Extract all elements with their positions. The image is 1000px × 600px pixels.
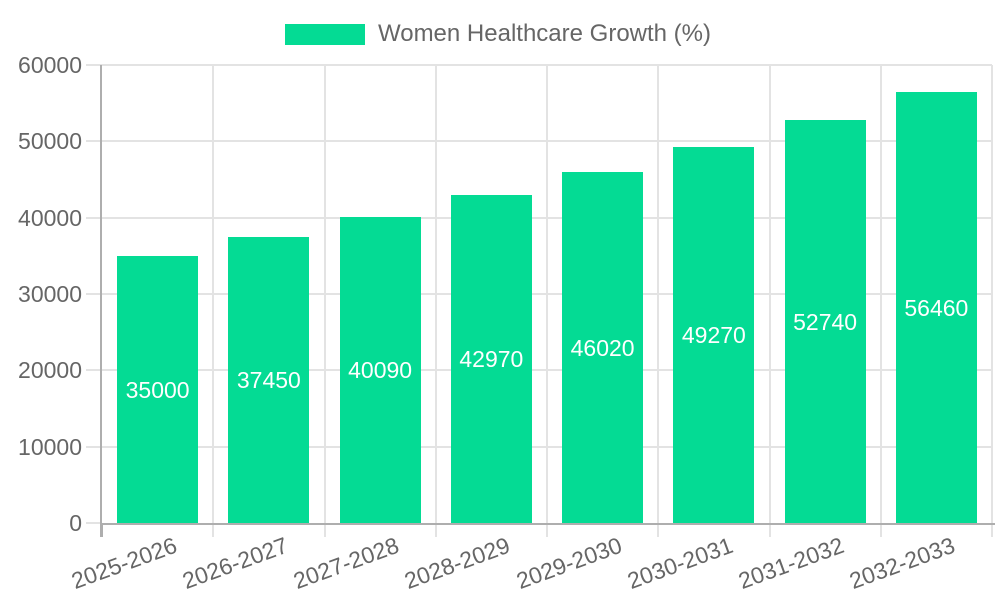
y-axis-tick (86, 64, 102, 66)
gridline-vertical (768, 65, 771, 523)
bar[interactable] (895, 92, 977, 523)
gridline-vertical (323, 65, 326, 523)
x-axis-tick-label: 2025-2026 (67, 531, 180, 594)
y-axis-tick (86, 293, 102, 295)
bar[interactable] (562, 172, 644, 523)
gridline-vertical (212, 65, 215, 523)
gridline-vertical (434, 65, 437, 523)
y-axis-tick-label: 60000 (18, 52, 82, 78)
bar-value-label: 40090 (348, 357, 413, 383)
x-axis-tick (434, 523, 437, 537)
y-axis-tick (86, 369, 102, 372)
bar-value-label: 49270 (681, 322, 746, 348)
legend-item[interactable]: Women Healthcare Growth (%) (285, 20, 711, 48)
bar-value-label: 46020 (570, 334, 635, 361)
x-axis-line (100, 523, 995, 525)
gridline-vertical (657, 65, 660, 523)
x-axis-tick-label: 2030-2031 (623, 531, 737, 594)
x-axis-tick-label: 2026-2027 (178, 531, 292, 594)
bar-value-label: 52740 (793, 308, 858, 335)
bar-value-label: 37450 (236, 367, 301, 393)
y-axis-tick (86, 216, 102, 219)
x-axis-tick-label: 2031-2032 (735, 531, 848, 594)
bar[interactable] (450, 195, 532, 523)
bar[interactable] (228, 237, 310, 523)
y-axis-tick (86, 445, 102, 448)
y-axis-tick-label: 30000 (18, 281, 82, 307)
y-axis-tick-label: 40000 (18, 204, 82, 231)
y-axis-tick (86, 140, 102, 143)
x-axis-tick (879, 523, 882, 537)
x-axis-tick (768, 523, 771, 537)
x-axis-tick (212, 523, 215, 537)
x-axis-tick (657, 523, 660, 537)
y-axis-tick-label: 20000 (18, 357, 82, 384)
bar-value-label: 35000 (125, 376, 190, 403)
x-axis-tick (101, 523, 103, 537)
y-axis-tick-label: 50000 (18, 128, 82, 155)
y-axis-tick-label: 10000 (18, 433, 82, 460)
legend-label: Women Healthcare Growth (%) (378, 20, 711, 47)
x-axis-tick-label: 2027-2028 (290, 531, 403, 594)
x-axis-tick (546, 523, 548, 537)
x-axis-tick-label: 2032-2033 (846, 531, 959, 594)
y-axis-line (100, 65, 102, 537)
x-axis-tick (323, 523, 326, 537)
x-axis-tick (991, 523, 993, 537)
y-axis-tick (86, 522, 102, 524)
legend-swatch (285, 23, 365, 45)
x-axis-tick-label: 2029-2030 (512, 531, 625, 594)
gridline-vertical (879, 65, 882, 523)
x-axis-tick-label: 2028-2029 (401, 531, 514, 594)
gridline-vertical (991, 65, 993, 523)
bar[interactable] (339, 217, 421, 523)
bar[interactable] (673, 147, 755, 523)
y-axis-tick-label: 0 (69, 510, 82, 536)
bar-value-label: 42970 (459, 346, 524, 372)
bar-value-label: 56460 (904, 294, 969, 321)
bar[interactable] (117, 256, 199, 523)
bar[interactable] (784, 120, 866, 523)
gridline-vertical (546, 65, 548, 523)
